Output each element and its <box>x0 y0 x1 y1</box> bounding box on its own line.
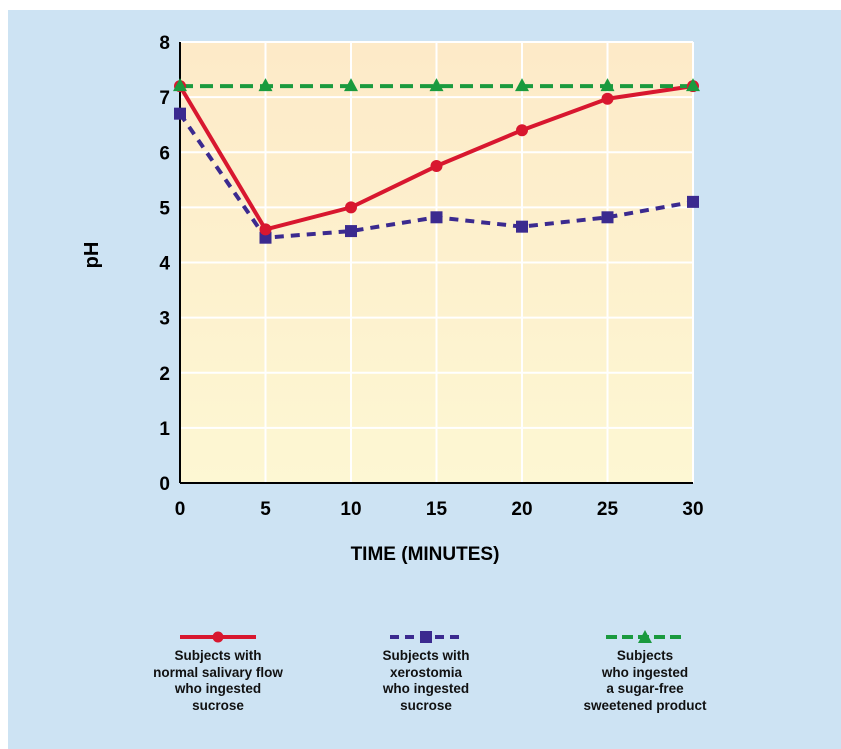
data-point-triangle <box>173 78 187 92</box>
x-tick-label: 5 <box>260 499 271 520</box>
legend-swatch-sugar-free <box>606 630 684 643</box>
x-tick-label: 10 <box>340 499 361 520</box>
y-tick-label: 7 <box>159 88 170 109</box>
tick-labels: 0 1 2 3 4 5 6 7 8 0 5 10 15 20 25 30 <box>159 33 703 520</box>
data-point-triangle <box>600 78 615 92</box>
legend-item-sugar-free: Subjects who ingested a sugar-free sweet… <box>545 630 745 714</box>
x-tick-label: 15 <box>426 499 448 520</box>
data-markers <box>173 78 700 244</box>
legend-label-xerostomia: Subjects with xerostomia who ingested su… <box>382 648 470 713</box>
data-point-circle <box>516 124 528 137</box>
legend-item-normal-flow: Subjects with normal salivary flow who i… <box>128 630 308 714</box>
data-point-square <box>259 231 272 244</box>
legend-label-normal-flow: Subjects with normal salivary flow who i… <box>153 648 283 713</box>
data-point-triangle <box>515 78 529 92</box>
data-point-circle <box>345 201 357 214</box>
data-point-triangle <box>344 78 358 92</box>
y-tick-label: 1 <box>159 419 170 440</box>
data-point-square <box>687 195 699 208</box>
x-tick-label: 20 <box>511 499 532 520</box>
data-point-circle <box>601 92 614 105</box>
x-tick-label: 0 <box>175 499 186 520</box>
y-tick-label: 8 <box>159 33 170 54</box>
data-point-triangle <box>429 78 444 92</box>
data-point-square <box>601 211 614 224</box>
data-point-triangle <box>686 78 700 92</box>
legend-item-xerostomia: Subjects with xerostomia who ingested su… <box>336 630 516 714</box>
x-axis-label: TIME (MINUTES) <box>351 544 500 565</box>
legend-swatch-xerostomia <box>390 631 462 643</box>
y-axis-label: pH <box>81 242 103 269</box>
data-point-circle <box>430 160 443 173</box>
y-tick-label: 6 <box>159 143 170 164</box>
x-tick-label: 30 <box>682 499 703 520</box>
data-point-square <box>430 211 443 224</box>
x-tick-label: 25 <box>597 499 619 520</box>
data-point-square <box>516 220 528 233</box>
data-point-triangle <box>258 78 273 92</box>
legend-label-sugar-free: Subjects who ingested a sugar-free sweet… <box>583 648 707 713</box>
y-tick-label: 3 <box>159 309 170 330</box>
y-tick-label: 4 <box>159 254 170 275</box>
y-tick-label: 5 <box>159 198 170 219</box>
y-tick-label: 2 <box>159 364 170 385</box>
data-point-circle <box>259 223 272 236</box>
data-point-square <box>174 107 186 120</box>
y-tick-label: 0 <box>159 474 170 495</box>
legend-swatch-normal-flow <box>180 631 256 643</box>
data-point-square <box>345 225 357 238</box>
